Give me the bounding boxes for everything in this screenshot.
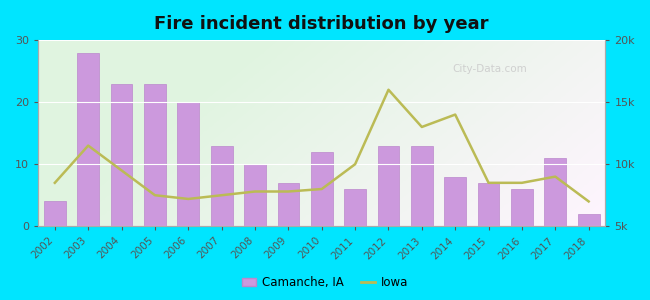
Bar xyxy=(311,152,333,226)
Bar xyxy=(545,158,566,226)
Bar xyxy=(44,201,66,226)
Bar xyxy=(211,146,233,226)
Text: City-Data.com: City-Data.com xyxy=(452,64,527,74)
Bar xyxy=(77,52,99,226)
Title: Fire incident distribution by year: Fire incident distribution by year xyxy=(155,15,489,33)
Bar xyxy=(578,214,599,226)
Bar xyxy=(177,102,199,226)
Bar xyxy=(445,177,466,226)
Bar xyxy=(344,189,366,226)
Bar xyxy=(244,164,266,226)
Bar xyxy=(111,83,133,226)
Legend: Camanche, IA, Iowa: Camanche, IA, Iowa xyxy=(237,272,413,294)
Bar xyxy=(144,83,166,226)
Bar xyxy=(511,189,533,226)
Bar xyxy=(278,183,299,226)
Bar xyxy=(411,146,433,226)
Bar xyxy=(378,146,399,226)
Bar xyxy=(478,183,499,226)
